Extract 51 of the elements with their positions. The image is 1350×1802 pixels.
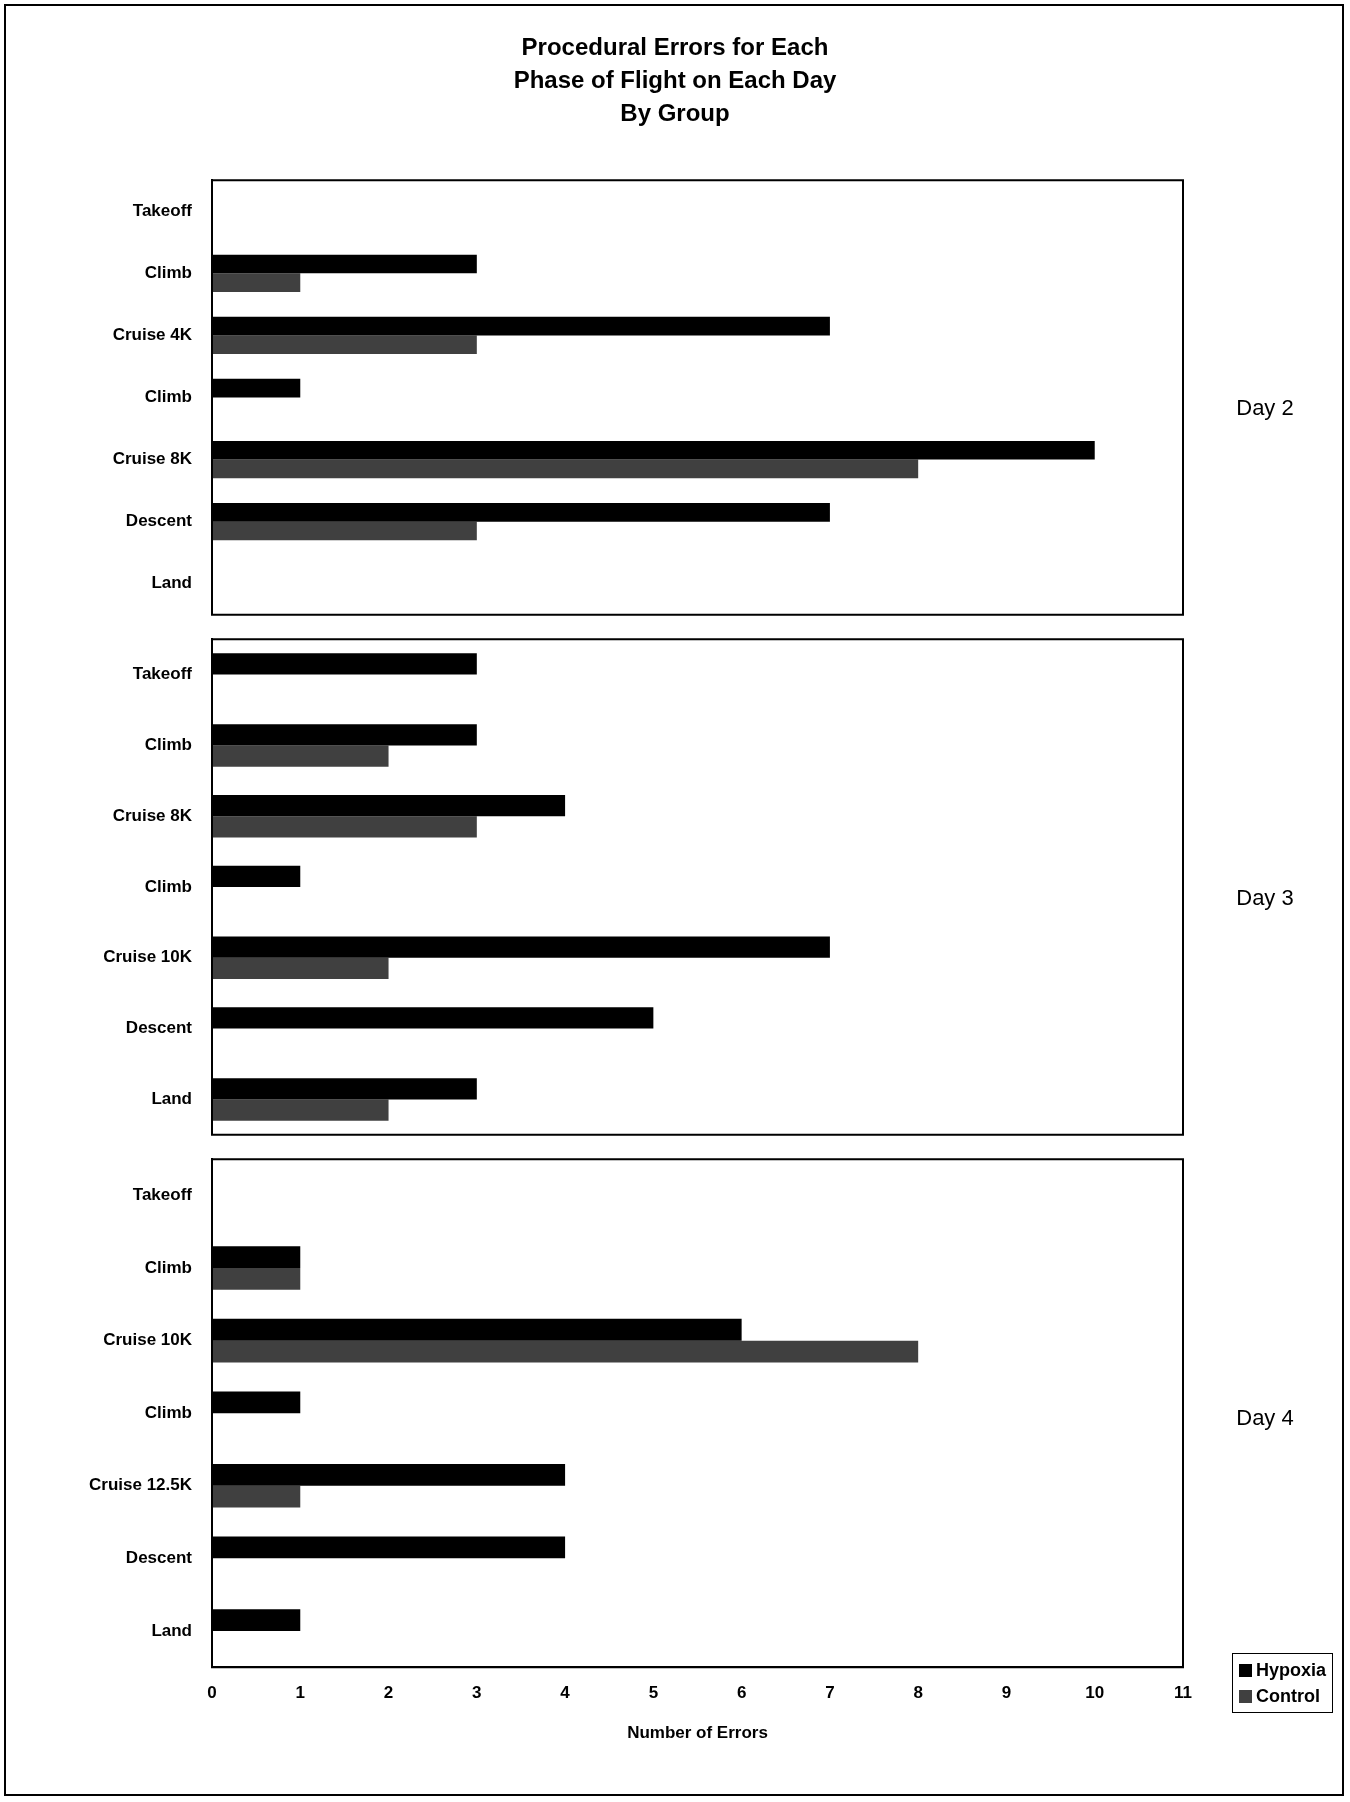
bar (212, 273, 301, 292)
bar (212, 745, 389, 767)
x-tick-label: 9 (1001, 1682, 1012, 1702)
x-tick-label: 11 (1174, 1682, 1192, 1702)
y-tick-label: Takeoff (132, 1184, 193, 1204)
bar (212, 957, 389, 979)
y2-axis-title: Day 4 (1235, 1405, 1295, 1432)
y-tick-label: Climb (144, 386, 192, 406)
y-tick-label: Takeoff (132, 200, 193, 220)
y-tick-label: Descent (125, 1547, 193, 1567)
x-tick-label: 10 (1085, 1682, 1105, 1702)
y-tick-label: Cruise 4K (112, 324, 193, 344)
y-tick-label: Cruise 10K (103, 947, 193, 967)
y2-axis-title: Day 3 (1235, 884, 1295, 911)
x-tick-label: 2 (383, 1682, 394, 1702)
bar (212, 1485, 301, 1508)
y-tick-label: Descent (125, 1018, 193, 1038)
legend-label: Hypoxia (1255, 1658, 1327, 1682)
x-tick-label: 8 (913, 1682, 923, 1702)
y-tick-label: Climb (144, 262, 192, 282)
x-tick-label: 4 (560, 1682, 571, 1702)
x-tick-label: 3 (472, 1682, 482, 1702)
y-tick-label: Cruise 12.5K (89, 1475, 193, 1495)
y-tick-label: Cruise 10K (103, 1330, 193, 1350)
bar (212, 459, 919, 479)
x-axis-title: Number of Errors (627, 1723, 768, 1743)
y-tick-label: Takeoff (132, 664, 193, 684)
y-tick-label: Climb (144, 1402, 192, 1422)
bar (212, 521, 477, 541)
bar (212, 816, 477, 838)
bar (212, 1340, 919, 1363)
y-tick-label: Cruise 8K (112, 805, 193, 825)
y-tick-label: Land (151, 1088, 192, 1108)
x-tick-label: 6 (736, 1682, 747, 1702)
y2-axis-title: Day 2 (1235, 395, 1295, 422)
y-tick-label: Climb (144, 734, 192, 754)
y-tick-label: Climb (144, 1257, 192, 1277)
bar (212, 1267, 301, 1290)
bar (212, 1099, 389, 1121)
x-tick-label: 5 (648, 1682, 659, 1702)
x-tick-label: 7 (825, 1682, 835, 1702)
y-tick-label: Land (151, 1620, 192, 1640)
x-tick-label: 0 (207, 1682, 217, 1702)
x-tick-label: 1 (295, 1682, 306, 1702)
y-tick-label: Land (151, 573, 192, 593)
legend-label: Control (1255, 1684, 1321, 1708)
y-tick-label: Descent (125, 511, 193, 531)
bar (212, 335, 477, 354)
chart-title: Procedural Errors for Each Phase of Flight on Each Day By Group (512, 32, 838, 128)
y-tick-label: Cruise 8K (112, 449, 193, 469)
y-tick-label: Climb (144, 876, 192, 896)
